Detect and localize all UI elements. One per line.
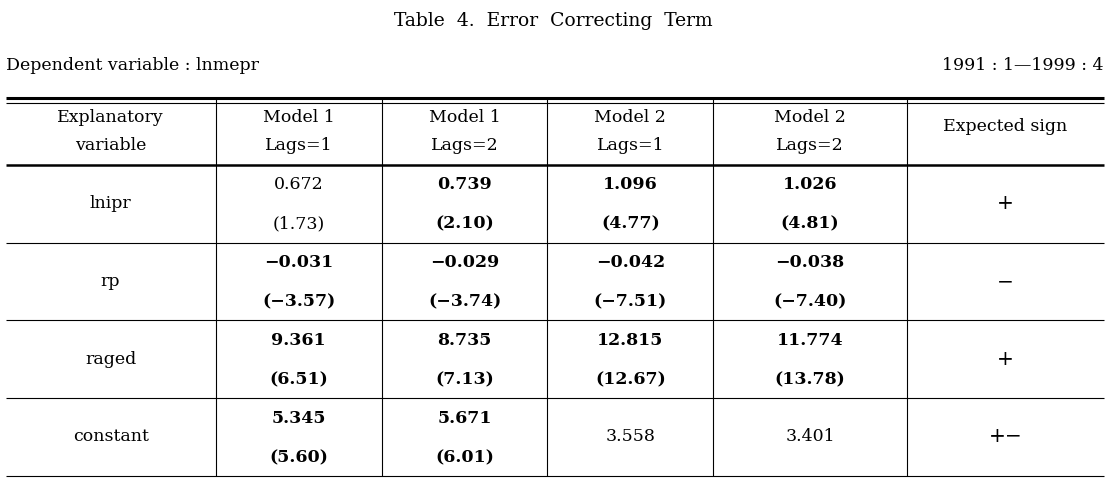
- Text: Expected sign: Expected sign: [943, 118, 1067, 135]
- Text: Lags=1: Lags=1: [264, 137, 333, 154]
- Text: (5.60): (5.60): [269, 449, 328, 466]
- Text: (12.67): (12.67): [595, 371, 666, 388]
- Text: Dependent variable : lnmepr: Dependent variable : lnmepr: [6, 57, 259, 74]
- Text: −: −: [997, 272, 1014, 291]
- Text: Model 1: Model 1: [429, 109, 500, 126]
- Text: (7.13): (7.13): [435, 371, 494, 388]
- Text: +: +: [997, 350, 1014, 369]
- Text: 12.815: 12.815: [597, 332, 664, 349]
- Text: 0.672: 0.672: [274, 177, 323, 193]
- Text: 3.558: 3.558: [605, 429, 656, 445]
- Text: constant: constant: [73, 429, 148, 445]
- Text: 1.096: 1.096: [603, 177, 658, 193]
- Text: Explanatory: Explanatory: [58, 109, 164, 126]
- Text: 5.345: 5.345: [271, 410, 326, 427]
- Text: 8.735: 8.735: [437, 332, 492, 349]
- Text: (6.51): (6.51): [269, 371, 328, 388]
- Text: +: +: [997, 194, 1014, 213]
- Text: +−: +−: [989, 428, 1022, 446]
- Text: (13.78): (13.78): [775, 371, 845, 388]
- Text: −0.042: −0.042: [596, 254, 665, 271]
- Text: Lags=2: Lags=2: [776, 137, 844, 154]
- Text: Lags=1: Lags=1: [596, 137, 665, 154]
- Text: lnipr: lnipr: [90, 195, 132, 212]
- Text: Lags=2: Lags=2: [430, 137, 499, 154]
- Text: (−3.57): (−3.57): [262, 294, 335, 310]
- Text: Model 2: Model 2: [774, 109, 846, 126]
- Text: raged: raged: [85, 351, 136, 368]
- Text: 0.739: 0.739: [437, 177, 492, 193]
- Text: Model 1: Model 1: [263, 109, 334, 126]
- Text: 1991 : 1—1999 : 4: 1991 : 1—1999 : 4: [942, 57, 1104, 74]
- Text: Table  4.  Error  Correcting  Term: Table 4. Error Correcting Term: [394, 12, 712, 31]
- Text: 1.026: 1.026: [783, 177, 837, 193]
- Text: 3.401: 3.401: [785, 429, 835, 445]
- Text: (−7.40): (−7.40): [773, 294, 847, 310]
- Text: (1.73): (1.73): [272, 216, 325, 233]
- Text: (−3.74): (−3.74): [428, 294, 501, 310]
- Text: 11.774: 11.774: [776, 332, 844, 349]
- Text: (6.01): (6.01): [435, 449, 494, 466]
- Text: −0.038: −0.038: [775, 254, 845, 271]
- Text: 9.361: 9.361: [271, 332, 326, 349]
- Text: −0.031: −0.031: [264, 254, 333, 271]
- Text: 5.671: 5.671: [437, 410, 492, 427]
- Text: (2.10): (2.10): [435, 216, 494, 233]
- Text: (4.77): (4.77): [601, 216, 660, 233]
- Text: Model 2: Model 2: [595, 109, 666, 126]
- Text: rp: rp: [101, 273, 121, 290]
- Text: −0.029: −0.029: [430, 254, 499, 271]
- Text: (4.81): (4.81): [781, 216, 839, 233]
- Text: variable: variable: [75, 137, 146, 154]
- Text: (−7.51): (−7.51): [594, 294, 667, 310]
